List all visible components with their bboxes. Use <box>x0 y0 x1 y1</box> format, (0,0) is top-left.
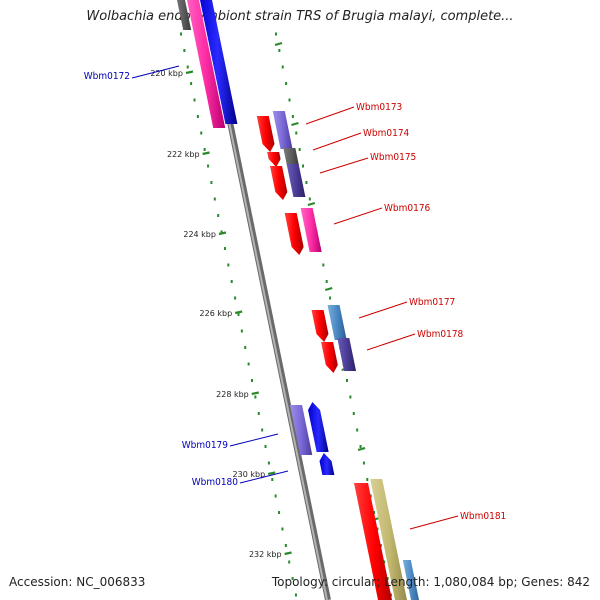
gene-wbm0179-arrow <box>308 402 329 452</box>
gene-label-wbm0176[interactable]: Wbm0176 <box>384 203 431 214</box>
gene-extra-feature <box>402 560 419 600</box>
kbp-tick-mark <box>267 471 276 476</box>
gene-label-leader <box>239 470 289 484</box>
gene-label-leader <box>305 106 355 125</box>
kbp-tick-mark <box>234 310 243 315</box>
kbp-tick-label: 220 kbp <box>150 69 183 78</box>
gene-label-wbm0178[interactable]: Wbm0178 <box>417 329 464 340</box>
gene-wbm0172-blue-feature <box>199 0 238 124</box>
gene-label-wbm0175[interactable]: Wbm0175 <box>370 152 416 163</box>
gene-label-leader <box>366 333 416 351</box>
ruler-tick-mark <box>307 201 316 207</box>
gene-wbm0176-partner-feature <box>300 208 322 252</box>
gene-label-leader <box>319 157 369 174</box>
accession-text: Accession: NC_006833 <box>9 575 146 589</box>
gene-wbm0172-pink-feature <box>186 0 226 128</box>
kbp-tick-label: 232 kbp <box>249 550 282 559</box>
ruler-tick-mark <box>291 121 299 127</box>
gene-label-wbm0180[interactable]: Wbm0180 <box>192 477 239 488</box>
gene-wbm0173-arrow <box>256 116 275 152</box>
kbp-tick-mark <box>251 391 260 396</box>
gene-fragment-feature <box>176 0 192 30</box>
gene-label-wbm0172[interactable]: Wbm0172 <box>84 71 130 82</box>
gene-wbm0181-red-feature <box>354 483 392 600</box>
gene-labels: Wbm0172 Wbm0173 Wbm0174 Wbm0175 Wbm0176 Wbm01… <box>84 65 506 530</box>
ruler-tick-mark <box>324 286 333 292</box>
gene-wbm0180-arrow <box>319 453 335 475</box>
gene-label-wbm0173[interactable]: Wbm0173 <box>356 102 402 113</box>
gene-label-leader <box>333 207 383 225</box>
kbp-tick-mark <box>218 231 227 236</box>
kbp-tick-mark <box>202 151 210 156</box>
gene-label-leader <box>312 132 362 151</box>
gene-features <box>176 0 419 600</box>
genome-summary-text: Topology: circular; Length: 1,080,084 bp… <box>271 575 590 589</box>
gene-wbm0173-partner-feature <box>272 111 293 149</box>
kbp-ticks: 220 kbp 222 kbp 224 kbp 226 kbp 228 kbp 230 k… <box>150 41 380 559</box>
ruler-tick-mark <box>357 446 366 452</box>
kbp-tick-label: 224 kbp <box>183 230 216 239</box>
gene-wbm0175-partner-feature <box>286 164 306 197</box>
gene-label-wbm0174[interactable]: Wbm0174 <box>363 128 410 139</box>
kbp-tick-mark <box>185 70 194 75</box>
gene-wbm0177-arrow <box>311 310 329 342</box>
kbp-tick-label: 226 kbp <box>200 309 233 318</box>
gene-wbm0174-partner-feature <box>283 148 299 165</box>
gene-wbm0178-arrow <box>321 342 338 373</box>
gene-label-wbm0179[interactable]: Wbm0179 <box>182 440 229 451</box>
gene-wbm0181-khaki-feature <box>370 479 407 600</box>
gene-wbm0177-partner-feature <box>327 305 347 340</box>
gene-wbm0176-arrow <box>284 213 304 255</box>
gene-label-leader <box>409 515 459 530</box>
gene-label-leader <box>229 433 279 447</box>
gene-wbm0179-feature <box>290 405 313 455</box>
gene-wbm0178-partner-feature <box>337 338 357 371</box>
ruler-tick-mark <box>274 41 283 47</box>
gene-wbm0175-arrow <box>270 166 288 200</box>
gene-label-leader <box>131 65 180 79</box>
gene-label-wbm0177[interactable]: Wbm0177 <box>409 297 455 308</box>
kbp-tick-label: 222 kbp <box>167 150 200 159</box>
kbp-tick-mark <box>284 551 292 556</box>
kbp-tick-label: 228 kbp <box>216 390 249 399</box>
gene-wbm0174-arrow <box>267 152 281 167</box>
gene-label-wbm0181[interactable]: Wbm0181 <box>460 511 506 522</box>
kbp-tick-label: 230 kbp <box>233 470 266 479</box>
gene-label-leader <box>358 301 408 319</box>
